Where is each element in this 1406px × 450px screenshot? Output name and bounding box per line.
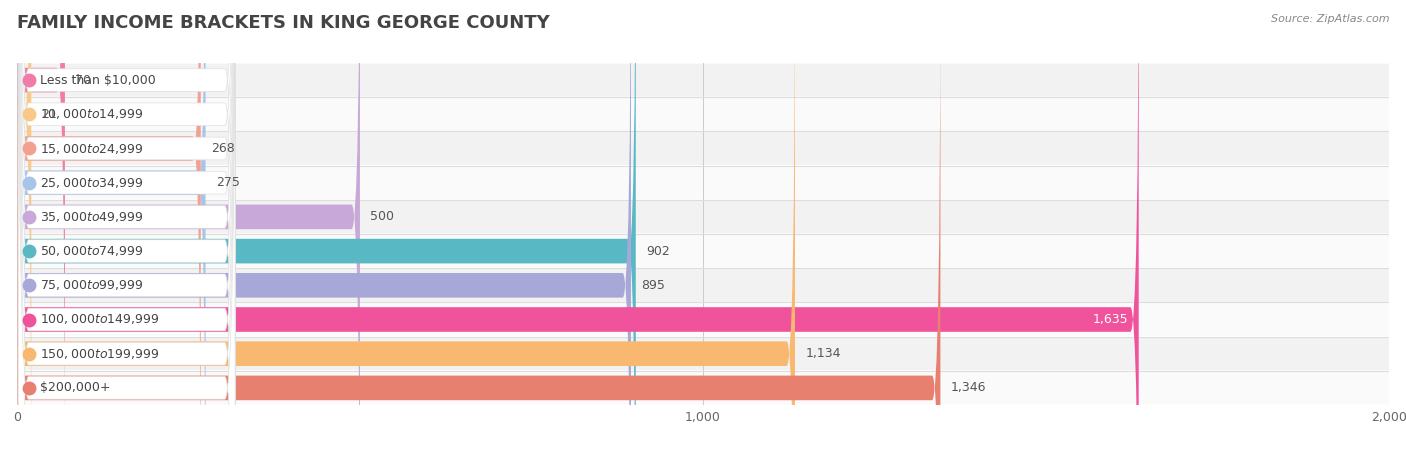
Text: $25,000 to $34,999: $25,000 to $34,999 — [41, 176, 143, 190]
FancyBboxPatch shape — [17, 64, 1389, 96]
Text: $35,000 to $49,999: $35,000 to $49,999 — [41, 210, 143, 224]
FancyBboxPatch shape — [18, 0, 235, 450]
FancyBboxPatch shape — [18, 0, 235, 450]
FancyBboxPatch shape — [17, 0, 65, 450]
FancyBboxPatch shape — [17, 0, 636, 450]
FancyBboxPatch shape — [18, 0, 235, 450]
Text: $15,000 to $24,999: $15,000 to $24,999 — [41, 141, 143, 156]
Text: Less than $10,000: Less than $10,000 — [41, 74, 156, 86]
FancyBboxPatch shape — [17, 201, 1389, 233]
Text: 895: 895 — [641, 279, 665, 292]
Text: 1,635: 1,635 — [1092, 313, 1129, 326]
FancyBboxPatch shape — [17, 0, 631, 450]
FancyBboxPatch shape — [17, 0, 941, 450]
Text: $75,000 to $99,999: $75,000 to $99,999 — [41, 278, 143, 293]
FancyBboxPatch shape — [17, 235, 1389, 267]
FancyBboxPatch shape — [17, 338, 1389, 370]
FancyBboxPatch shape — [17, 132, 1389, 165]
Text: 1,134: 1,134 — [806, 347, 841, 360]
FancyBboxPatch shape — [17, 0, 1139, 450]
Text: 275: 275 — [217, 176, 240, 189]
Text: $50,000 to $74,999: $50,000 to $74,999 — [41, 244, 143, 258]
Text: 1,346: 1,346 — [950, 382, 986, 394]
FancyBboxPatch shape — [17, 372, 1389, 404]
FancyBboxPatch shape — [18, 0, 235, 450]
FancyBboxPatch shape — [18, 0, 235, 450]
Text: $200,000+: $200,000+ — [41, 382, 111, 394]
Text: Source: ZipAtlas.com: Source: ZipAtlas.com — [1271, 14, 1389, 23]
FancyBboxPatch shape — [17, 269, 1389, 302]
FancyBboxPatch shape — [17, 0, 201, 450]
Text: 500: 500 — [370, 211, 394, 223]
FancyBboxPatch shape — [18, 0, 235, 450]
FancyBboxPatch shape — [18, 0, 235, 450]
FancyBboxPatch shape — [17, 0, 360, 450]
Text: $150,000 to $199,999: $150,000 to $199,999 — [41, 346, 160, 361]
FancyBboxPatch shape — [17, 0, 205, 450]
Text: FAMILY INCOME BRACKETS IN KING GEORGE COUNTY: FAMILY INCOME BRACKETS IN KING GEORGE CO… — [17, 14, 550, 32]
Text: $10,000 to $14,999: $10,000 to $14,999 — [41, 107, 143, 122]
Text: $100,000 to $149,999: $100,000 to $149,999 — [41, 312, 160, 327]
FancyBboxPatch shape — [17, 98, 1389, 130]
FancyBboxPatch shape — [18, 0, 235, 450]
FancyBboxPatch shape — [17, 166, 1389, 199]
Text: 70: 70 — [75, 74, 91, 86]
FancyBboxPatch shape — [18, 0, 235, 450]
FancyBboxPatch shape — [17, 0, 31, 450]
Text: 902: 902 — [645, 245, 669, 257]
Text: 268: 268 — [211, 142, 235, 155]
FancyBboxPatch shape — [17, 303, 1389, 336]
Text: 21: 21 — [42, 108, 58, 121]
FancyBboxPatch shape — [17, 0, 794, 450]
FancyBboxPatch shape — [18, 0, 235, 450]
